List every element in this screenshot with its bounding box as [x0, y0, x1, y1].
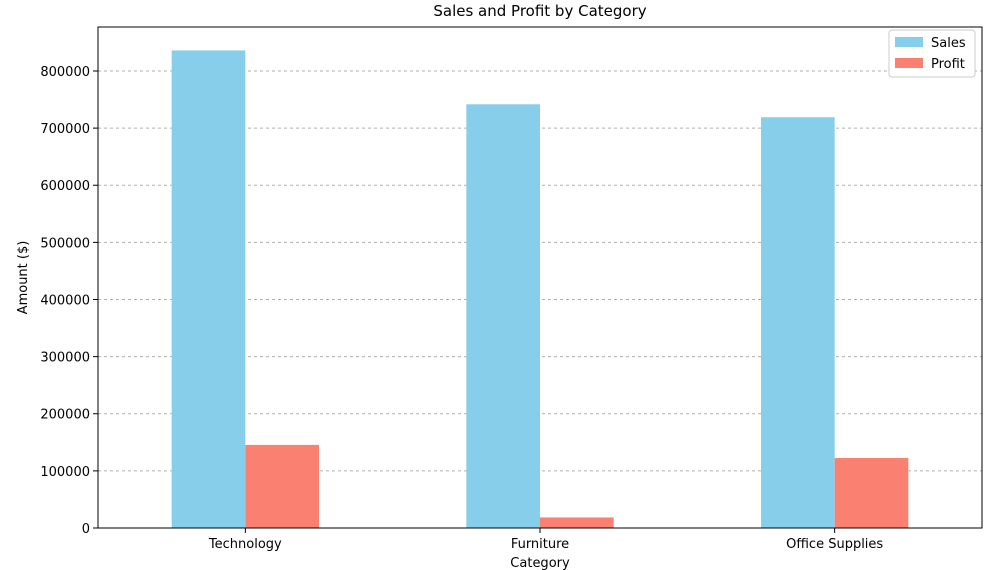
x-tick-label: Technology: [208, 537, 282, 552]
y-axis-ticks: 0 100000 200000 300000 400000 500000 600000 700…: [40, 65, 98, 537]
x-axis-ticks: Technology Furniture Office Supplies: [208, 528, 883, 552]
legend: Sales Profit: [888, 29, 976, 78]
legend-swatch-sales: [895, 37, 923, 47]
y-tick-label: 200000: [40, 408, 90, 423]
y-tick-label: 0: [82, 522, 90, 537]
bar-sales-furniture: [466, 104, 540, 529]
legend-label-profit: Profit: [931, 57, 965, 72]
bar-sales-office-supplies: [761, 117, 835, 528]
x-tick-label: Office Supplies: [786, 537, 883, 552]
bar-group-technology: [171, 50, 319, 528]
bar-group-furniture: [466, 104, 614, 529]
y-tick-label: 500000: [40, 236, 90, 251]
chart-title: Sales and Profit by Category: [433, 2, 646, 20]
y-axis-label: Amount ($): [16, 241, 31, 315]
y-tick-label: 800000: [40, 65, 90, 80]
y-tick-label: 300000: [40, 351, 90, 366]
y-tick-label: 700000: [40, 122, 90, 137]
bar-group-office-supplies: [761, 117, 909, 528]
y-tick-label: 100000: [40, 465, 90, 480]
y-tick-label: 600000: [40, 179, 90, 194]
legend-swatch-profit: [895, 58, 923, 68]
bar-profit-office-supplies: [834, 458, 909, 528]
x-axis-label: Category: [510, 556, 570, 570]
bar-sales-technology: [171, 50, 246, 528]
x-tick-label: Furniture: [511, 537, 569, 552]
bar-profit-furniture: [540, 517, 614, 528]
bar-groups: [171, 50, 909, 529]
legend-label-sales: Sales: [931, 36, 966, 51]
y-tick-label: 400000: [40, 293, 90, 308]
bar-profit-technology: [245, 444, 319, 528]
